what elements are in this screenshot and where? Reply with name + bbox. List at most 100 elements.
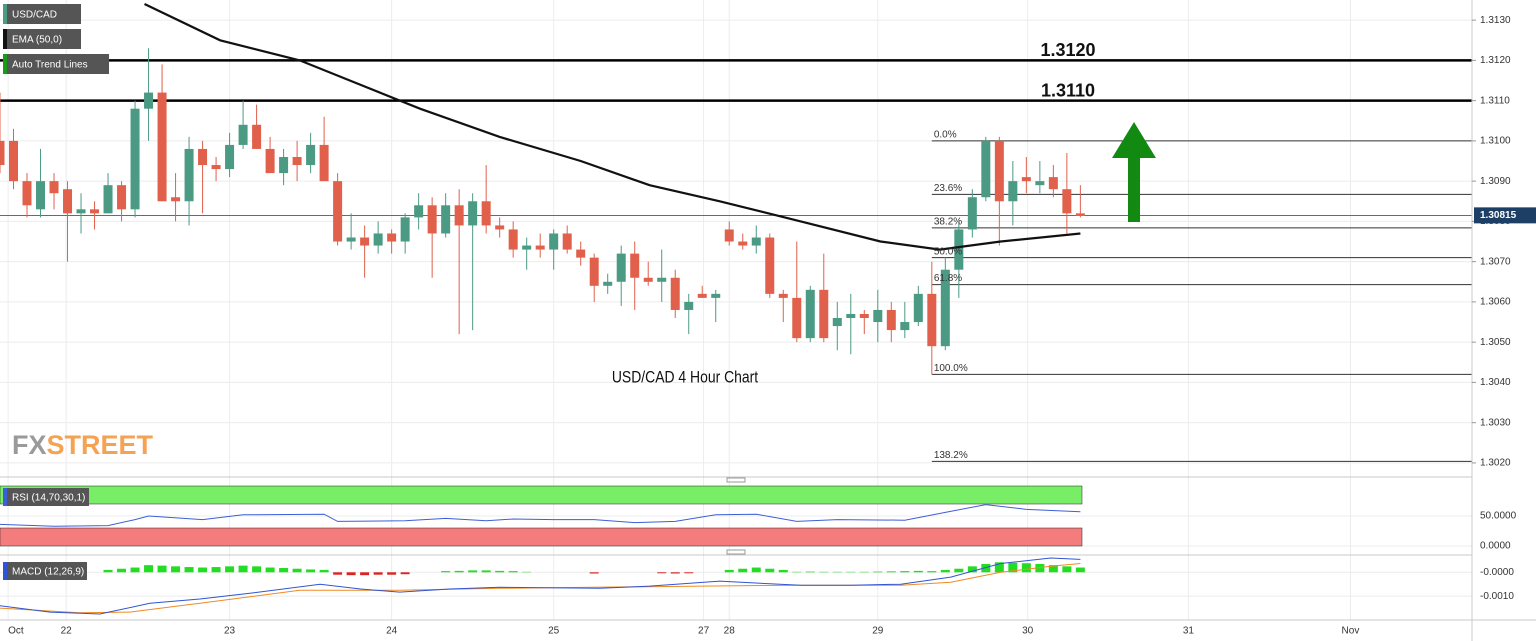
histogram-bar (738, 568, 748, 573)
histogram-bar (900, 571, 910, 573)
y-tick-label: -0.0010 (1480, 591, 1514, 602)
histogram-bar (346, 572, 356, 576)
candle-body (697, 293, 707, 298)
histogram-bar (360, 572, 370, 576)
y-tick-label: 1.3030 (1480, 417, 1511, 428)
candle-body (387, 233, 397, 242)
histogram-bar (198, 567, 208, 573)
legend-box[interactable] (3, 29, 81, 49)
histogram-bar (468, 570, 478, 573)
x-tick-label: 29 (872, 626, 884, 637)
histogram-bar (657, 572, 667, 574)
histogram-bar (589, 572, 599, 574)
legend-box[interactable] (3, 4, 81, 24)
y-tick-label: 1.3060 (1480, 297, 1511, 308)
histogram-bar (1021, 563, 1031, 573)
histogram-bar (967, 566, 977, 573)
histogram-bar (724, 569, 734, 573)
legend-swatch (3, 488, 7, 506)
candle-body (792, 297, 802, 339)
candle-body (414, 205, 424, 218)
candle-body (832, 318, 842, 327)
legend-swatch (3, 54, 7, 74)
candle-body (603, 281, 613, 286)
candle-body (0, 140, 5, 166)
histogram-bar (157, 565, 167, 573)
histogram-bar (373, 572, 383, 575)
candle-body (306, 144, 316, 166)
candle-body (265, 148, 275, 174)
candle-body (1008, 181, 1018, 202)
candle-body (967, 197, 977, 230)
candle-body (49, 181, 59, 194)
y-tick-label: -0.0000 (1480, 567, 1514, 578)
legend-swatch (3, 4, 7, 24)
candle-body (1048, 177, 1058, 190)
candle-body (738, 241, 748, 246)
histogram-bar (130, 567, 140, 573)
y-tick-label: 1.3100 (1480, 136, 1511, 147)
histogram-bar (238, 565, 248, 573)
legend-box[interactable] (3, 54, 109, 74)
last-price-label: 1.30815 (1480, 210, 1517, 221)
candle-body (846, 313, 856, 319)
histogram-bar (873, 571, 883, 573)
legend-label: MACD (12,26,9) (12, 567, 84, 578)
candle-body (454, 205, 464, 226)
candle-body (778, 293, 788, 298)
candle-body (562, 233, 572, 250)
histogram-bar (1048, 565, 1058, 573)
legend-swatch (3, 562, 7, 580)
y-tick-label: 1.3130 (1480, 15, 1511, 26)
legend: USD/CAD EMA (50,0) Auto Trend Lines RSI … (3, 4, 109, 580)
candle-body (144, 92, 154, 109)
histogram-bar (265, 567, 275, 573)
candle-body (211, 165, 221, 170)
histogram-bar (751, 567, 761, 573)
overbought-band (0, 485, 1083, 505)
histogram-bar (495, 570, 505, 573)
histogram-bar (171, 566, 181, 573)
trend-line-label: 1.3110 (1041, 80, 1095, 100)
histogram-bar (225, 566, 235, 573)
logo-street: STREET (47, 430, 154, 460)
y-tick-label: 1.3110 (1480, 95, 1510, 106)
y-tick-label: 1.3040 (1480, 377, 1511, 388)
histogram-bar (1062, 566, 1072, 573)
fib-label: 138.2% (934, 450, 968, 461)
fib-label: 61.8% (934, 273, 962, 284)
candle-body (279, 156, 289, 174)
candle-body (441, 205, 451, 234)
y-tick-label: 50.0000 (1480, 511, 1517, 522)
candle-body (913, 293, 923, 323)
panel-handle[interactable] (726, 549, 746, 555)
fib-label: 38.2% (934, 216, 962, 227)
chart-title: USD/CAD 4 Hour Chart (612, 368, 759, 387)
candle-body (684, 301, 694, 310)
candle-body (130, 108, 140, 210)
legend-box[interactable] (3, 562, 87, 580)
candle-body (508, 229, 518, 250)
y-tick-label: 1.3070 (1480, 256, 1511, 267)
candle-body (481, 201, 491, 226)
marks (0, 3, 1472, 615)
candle-body (36, 181, 46, 210)
candle-body (927, 293, 937, 347)
candle-body (711, 293, 721, 298)
x-tick-label: 23 (224, 626, 236, 637)
fib-label: 100.0% (934, 363, 968, 374)
candle-body (171, 197, 181, 202)
candle-body (1035, 181, 1045, 186)
legend-box[interactable] (3, 488, 89, 506)
panel-handle[interactable] (726, 477, 746, 483)
candle-body (9, 140, 19, 182)
candle-body (157, 92, 167, 202)
candle-body (589, 257, 599, 286)
x-tick-label: 22 (61, 626, 73, 637)
x-tick-label: Oct (8, 626, 24, 637)
candle-body (819, 289, 829, 339)
y-tick-label: 1.3050 (1480, 337, 1511, 348)
histogram-bar (670, 572, 680, 574)
